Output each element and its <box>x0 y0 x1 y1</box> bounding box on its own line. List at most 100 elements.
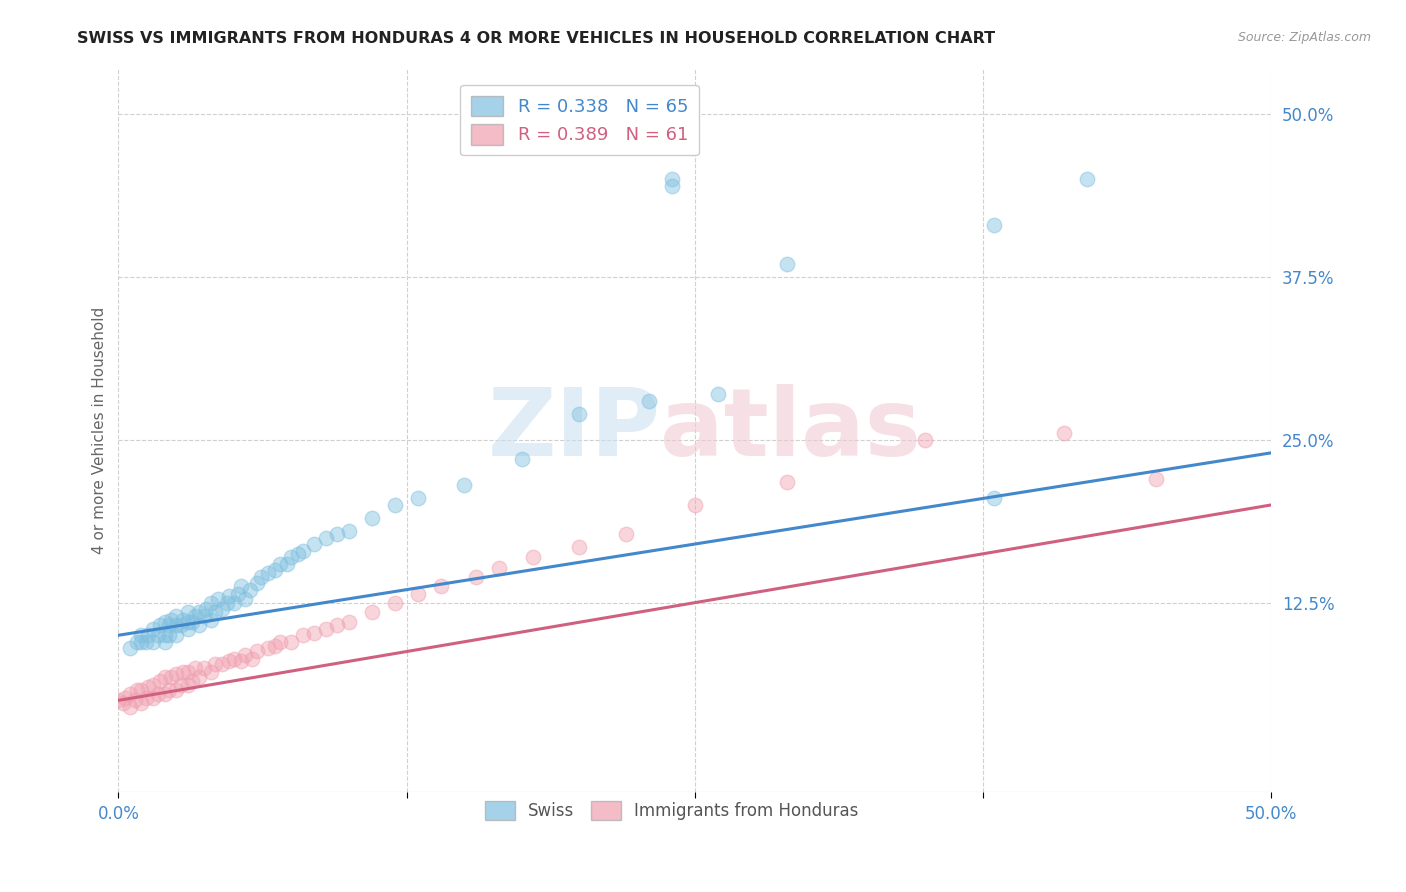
Text: SWISS VS IMMIGRANTS FROM HONDURAS 4 OR MORE VEHICLES IN HOUSEHOLD CORRELATION CH: SWISS VS IMMIGRANTS FROM HONDURAS 4 OR M… <box>77 31 995 46</box>
Swiss <box>337 524 360 538</box>
Immigrants from Honduras <box>172 665 194 679</box>
Immigrants from Honduras <box>222 651 245 665</box>
Swiss <box>257 566 280 580</box>
Swiss <box>131 634 153 648</box>
Immigrants from Honduras <box>204 657 226 671</box>
Immigrants from Honduras <box>568 540 591 554</box>
Immigrants from Honduras <box>233 648 256 662</box>
Immigrants from Honduras <box>1144 472 1167 486</box>
Immigrants from Honduras <box>430 579 453 593</box>
Swiss <box>200 613 222 627</box>
Swiss <box>157 628 180 642</box>
Immigrants from Honduras <box>146 687 169 701</box>
Immigrants from Honduras <box>218 654 240 668</box>
Immigrants from Honduras <box>131 683 153 698</box>
Swiss <box>218 589 240 603</box>
Swiss <box>188 605 211 619</box>
Legend: R = 0.338   N = 65, R = 0.389   N = 61: R = 0.338 N = 65, R = 0.389 N = 61 <box>460 85 699 155</box>
Swiss <box>118 641 141 656</box>
Immigrants from Honduras <box>165 667 187 681</box>
Swiss <box>135 634 157 648</box>
Swiss <box>453 478 475 492</box>
Immigrants from Honduras <box>181 673 204 688</box>
Immigrants from Honduras <box>135 690 157 705</box>
Immigrants from Honduras <box>464 569 486 583</box>
Immigrants from Honduras <box>183 661 205 675</box>
Immigrants from Honduras <box>776 475 799 489</box>
Immigrants from Honduras <box>361 605 384 619</box>
Immigrants from Honduras <box>170 678 193 692</box>
Swiss <box>326 526 349 541</box>
Immigrants from Honduras <box>118 699 141 714</box>
Immigrants from Honduras <box>118 687 141 701</box>
Immigrants from Honduras <box>125 683 148 698</box>
Swiss <box>661 172 683 186</box>
Immigrants from Honduras <box>112 696 135 710</box>
Immigrants from Honduras <box>142 690 165 705</box>
Immigrants from Honduras <box>406 586 429 600</box>
Swiss <box>983 218 1005 232</box>
Swiss <box>165 628 187 642</box>
Swiss <box>233 591 256 606</box>
Swiss <box>315 531 337 545</box>
Immigrants from Honduras <box>188 670 211 684</box>
Swiss <box>138 628 160 642</box>
Swiss <box>142 634 165 648</box>
Immigrants from Honduras <box>384 596 406 610</box>
Swiss <box>215 596 238 610</box>
Swiss <box>207 591 229 606</box>
Swiss <box>280 550 302 565</box>
Y-axis label: 4 or more Vehicles in Household: 4 or more Vehicles in Household <box>93 307 107 554</box>
Swiss <box>153 634 176 648</box>
Immigrants from Honduras <box>914 433 936 447</box>
Immigrants from Honduras <box>107 693 129 707</box>
Swiss <box>239 582 262 597</box>
Swiss <box>146 628 169 642</box>
Immigrants from Honduras <box>614 526 637 541</box>
Immigrants from Honduras <box>280 634 302 648</box>
Swiss <box>188 617 211 632</box>
Immigrants from Honduras <box>211 657 233 671</box>
Immigrants from Honduras <box>157 683 180 698</box>
Immigrants from Honduras <box>240 651 263 665</box>
Swiss <box>195 602 218 616</box>
Swiss <box>568 407 591 421</box>
Swiss <box>125 634 148 648</box>
Immigrants from Honduras <box>229 654 252 668</box>
Swiss <box>264 563 287 577</box>
Swiss <box>153 615 176 630</box>
Immigrants from Honduras <box>326 617 349 632</box>
Swiss <box>406 491 429 506</box>
Immigrants from Honduras <box>257 641 280 656</box>
Immigrants from Honduras <box>138 681 160 695</box>
Immigrants from Honduras <box>176 678 198 692</box>
Immigrants from Honduras <box>153 687 176 701</box>
Swiss <box>160 613 183 627</box>
Swiss <box>200 596 222 610</box>
Swiss <box>287 548 309 562</box>
Immigrants from Honduras <box>176 665 198 679</box>
Immigrants from Honduras <box>522 550 544 565</box>
Immigrants from Honduras <box>291 628 314 642</box>
Swiss <box>165 617 187 632</box>
Swiss <box>776 257 799 271</box>
Swiss <box>361 511 384 525</box>
Swiss <box>204 605 226 619</box>
Swiss <box>193 608 215 623</box>
Swiss <box>1076 172 1098 186</box>
Immigrants from Honduras <box>114 690 136 705</box>
Swiss <box>291 543 314 558</box>
Swiss <box>153 628 176 642</box>
Swiss <box>142 622 165 636</box>
Swiss <box>165 608 187 623</box>
Immigrants from Honduras <box>149 673 172 688</box>
Swiss <box>661 178 683 193</box>
Swiss <box>983 491 1005 506</box>
Swiss <box>183 608 205 623</box>
Swiss <box>176 622 198 636</box>
Immigrants from Honduras <box>264 639 287 653</box>
Immigrants from Honduras <box>160 670 183 684</box>
Swiss <box>172 613 194 627</box>
Swiss <box>637 393 659 408</box>
Swiss <box>229 579 252 593</box>
